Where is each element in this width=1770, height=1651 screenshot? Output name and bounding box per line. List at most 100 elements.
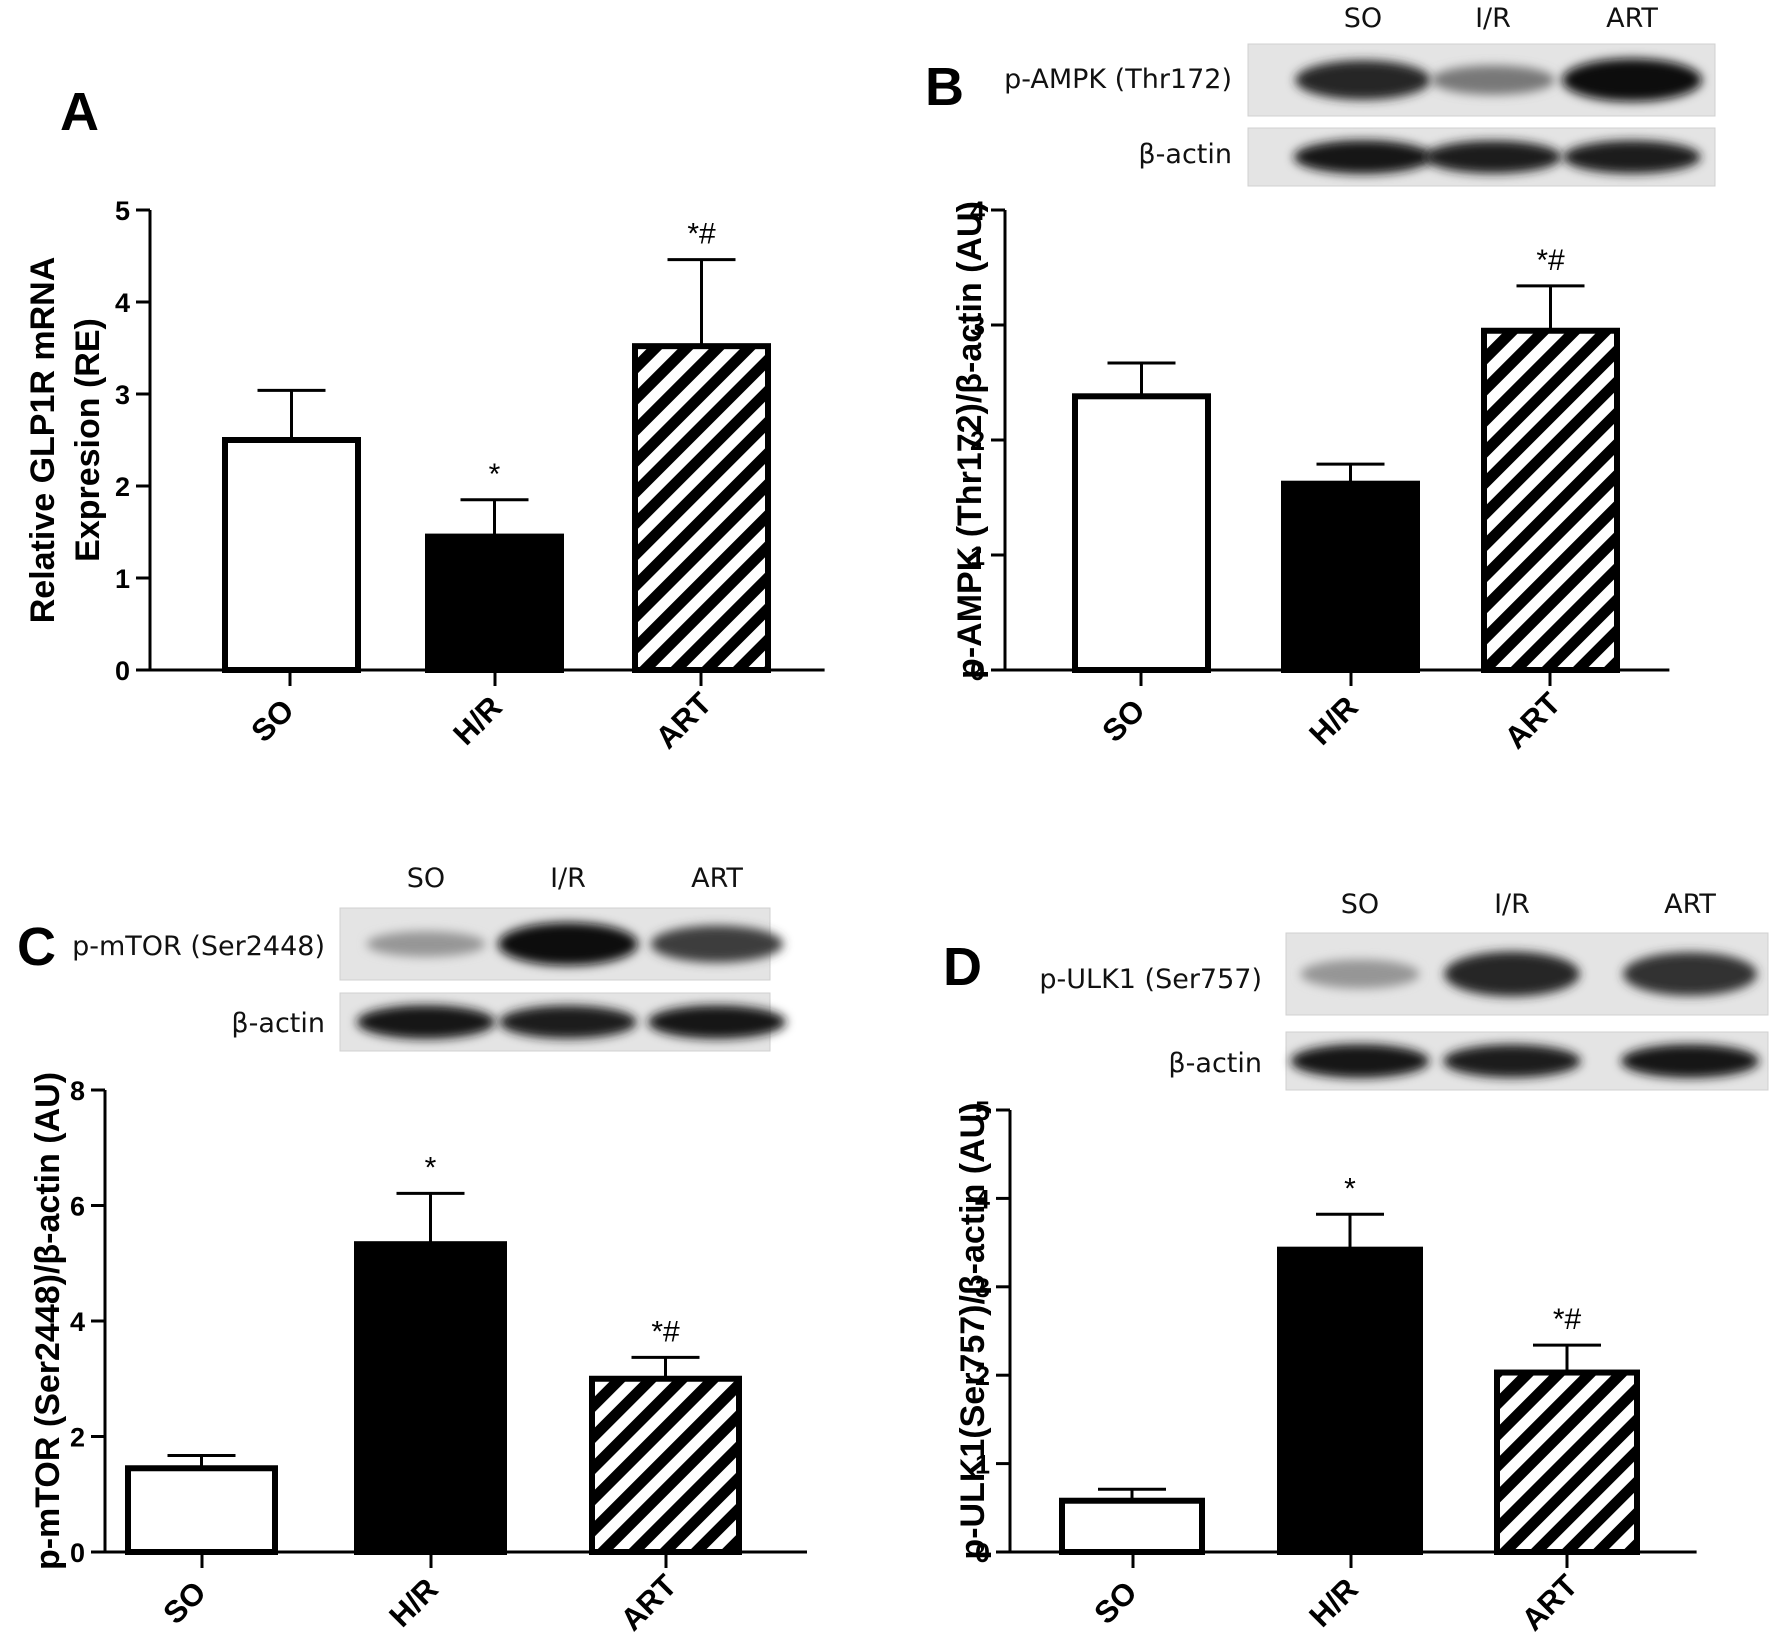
x-label-so: SO [156,1574,212,1630]
significance-art: *# [687,218,716,251]
x-label-so: SO [1087,1574,1143,1630]
x-label-hr: H/R [382,1571,445,1634]
x-label-hr: H/R [1302,1571,1365,1634]
blot-lane-label-ir: I/R [1494,889,1530,920]
blot-band-art [1623,952,1757,996]
blot-band-ir [498,922,638,966]
x-label-art: ART [614,1568,684,1638]
blot-band-so [1290,1044,1430,1078]
blot-band-ir [1424,140,1562,174]
blot-loading-label: β-actin [1138,139,1232,170]
bar-hr [425,533,564,673]
y-axis-title: p-AMPK (Thr172)/β-actin (AU) [951,201,989,679]
bar-so [1059,1497,1205,1556]
y-tick-label: 3 [115,380,130,410]
y-tick-label: 2 [975,1361,990,1391]
bar-so [125,1465,278,1555]
blot-lane-label-so: SO [1344,3,1382,34]
blot-loading-label: β-actin [231,1008,325,1039]
y-tick-label: 3 [970,311,985,341]
y-axis-title: p-mTOR (Ser2448)/β-actin (AU) [29,1072,67,1570]
y-tick-label: 1 [975,1450,990,1480]
y-tick-label: 8 [70,1076,85,1106]
y-tick-label: 4 [70,1307,85,1337]
bar-art [589,1375,742,1555]
bar-art [1494,1369,1640,1555]
panel-a: A 0 1 2 3 4 5 Relative GLP1R mRNA Expresion (RE)… [24,82,825,755]
blot-lane-label-ir: I/R [550,863,586,894]
y-tick-label: 2 [70,1423,85,1453]
bar-art [632,343,771,673]
blot-band-art [650,925,784,963]
blot-lane-label-art: ART [691,863,743,894]
x-label-art: ART [1515,1568,1585,1638]
blot-band-art [1620,1044,1760,1078]
blot-band-so [1295,60,1431,100]
blot-band-so [1293,140,1433,174]
x-label-art: ART [1498,686,1568,756]
significance-hr: * [425,1151,437,1184]
x-label-so: SO [244,692,300,748]
y-tick-label: 0 [970,656,985,686]
y-tick-label: 0 [70,1538,85,1568]
y-tick-label: 1 [115,564,130,594]
significance-art: *# [1553,1303,1582,1336]
panel-letter: A [60,82,99,142]
panel-letter: C [17,917,56,977]
x-label-so: SO [1095,692,1151,748]
blot-lane-label-art: ART [1664,889,1716,920]
blot-lane-label-art: ART [1606,3,1658,34]
blot-band-art [1562,58,1702,102]
y-tick-label: 1 [970,541,985,571]
y-axis-title: p-ULK1(Ser757)/β-actin (AU) [954,1102,992,1559]
bar-hr [1281,480,1420,674]
significance-hr: * [1344,1172,1356,1205]
x-label-art: ART [649,686,719,756]
blot-loading-label: β-actin [1168,1048,1262,1079]
blot-band-ir [1431,65,1555,95]
y-axis-title: Expresion (RE) [69,318,107,562]
blot-band-ir [1443,1044,1581,1078]
panel-c: C 0 2 4 6 8p-mTOR (Ser2448)/β-actin (AU) SO * H/… [17,863,807,1637]
blot-target-label: p-mTOR (Ser2448) [72,931,325,962]
y-tick-label: 2 [115,472,130,502]
y-tick-label: 4 [975,1184,990,1214]
y-tick-label: 5 [115,196,130,226]
y-tick-label: 4 [115,288,130,318]
bar-hr [354,1241,507,1555]
significance-art: *# [651,1315,680,1348]
y-tick-label: 5 [975,1096,990,1126]
bar-so [222,437,361,673]
x-label-hr: H/R [1302,689,1365,752]
x-label-hr: H/R [446,689,509,752]
y-axis-title: Relative GLP1R mRNA [24,257,62,624]
blot-band-so [356,1005,496,1039]
blot-lane-label-ir: I/R [1475,3,1511,34]
bar-hr [1277,1246,1423,1555]
blot-target-label: p-ULK1 (Ser757) [1039,964,1262,995]
bar-art [1481,327,1620,673]
panel-letter: B [925,57,964,117]
y-tick-label: 4 [970,196,985,226]
blot-lane-label-so: SO [1341,889,1379,920]
panel-d: D 0 1 2 3 4 5p-ULK1(Ser757)/β-actin (AU) SO * H/R… [943,889,1769,1638]
y-tick-label: 6 [70,1192,85,1222]
panel-b: B 0 1 2 3 4p-AMPK (Thr172)/β-actin (AU) SO H/R *… [925,3,1716,756]
blot-band-ir [499,1005,637,1039]
significance-hr: * [489,458,501,491]
blot-band-art [1563,140,1701,174]
significance-art: *# [1536,244,1565,277]
y-tick-label: 2 [970,426,985,456]
bar-so [1072,393,1211,673]
blot-lane-label-so: SO [407,863,445,894]
y-tick-label: 0 [975,1538,990,1568]
panel-letter: D [943,937,982,997]
blot-target-label: p-AMPK (Thr172) [1004,64,1232,95]
y-tick-label: 3 [975,1273,990,1303]
y-tick-label: 0 [115,656,130,686]
blot-band-art [647,1005,787,1039]
blot-band-ir [1444,951,1580,997]
blot-band-so [366,931,486,957]
blot-band-so [1300,959,1420,989]
